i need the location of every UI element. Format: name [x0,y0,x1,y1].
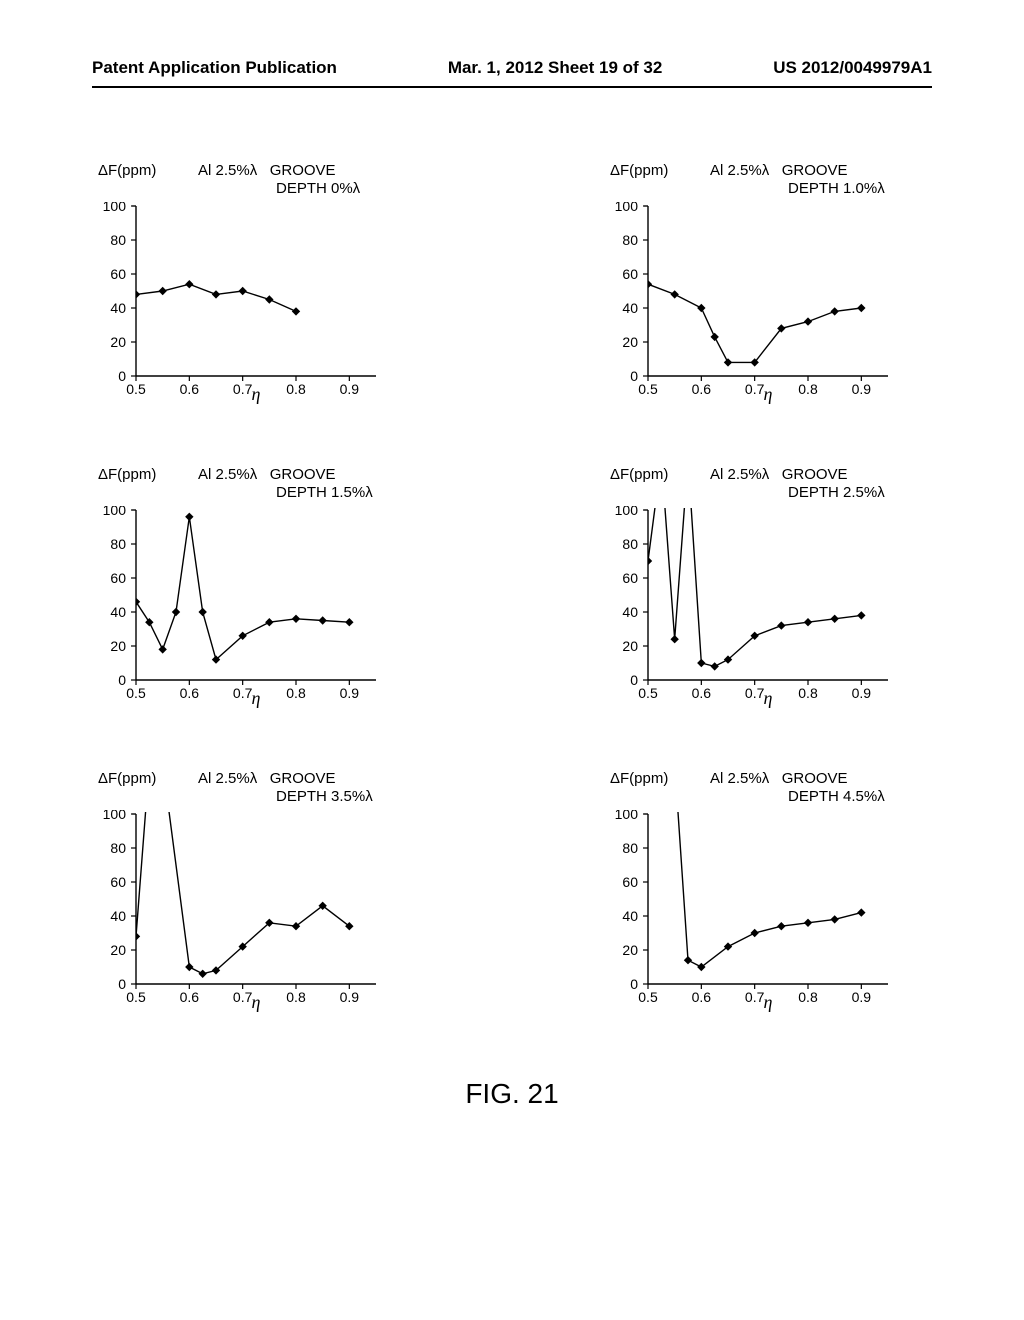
chart-title-line2: DEPTH 2.5%λ [788,484,885,501]
chart-title-line1: Al 2.5%λ GROOVE [198,770,336,787]
x-axis-label: η [648,688,888,709]
chart-panel: ΔF(ppm)Al 2.5%λ GROOVEDEPTH 0%λ020406080… [76,170,436,400]
header-left: Patent Application Publication [92,58,337,78]
chart-title-line1: Al 2.5%λ GROOVE [710,162,848,179]
x-axis-label: η [136,384,376,405]
svg-text:60: 60 [110,570,126,586]
y-axis-label: ΔF(ppm) [98,466,156,483]
chart-panel: ΔF(ppm)Al 2.5%λ GROOVEDEPTH 3.5%λ0204060… [76,778,436,1008]
chart-panel: ΔF(ppm)Al 2.5%λ GROOVEDEPTH 1.5%λ0204060… [76,474,436,704]
y-axis-label: ΔF(ppm) [610,162,668,179]
svg-text:20: 20 [622,334,638,350]
svg-text:0: 0 [630,672,638,688]
svg-text:40: 40 [110,908,126,924]
chart-svg: 0204060801000.50.60.70.80.9 [606,810,894,1008]
chart-svg: 0204060801000.50.60.70.80.9 [94,810,382,1008]
svg-text:100: 100 [615,506,639,518]
svg-text:60: 60 [110,266,126,282]
svg-text:0: 0 [630,368,638,384]
svg-text:40: 40 [622,604,638,620]
svg-text:100: 100 [103,810,127,822]
svg-text:20: 20 [110,638,126,654]
svg-text:80: 80 [110,536,126,552]
svg-text:80: 80 [110,232,126,248]
page-header: Patent Application Publication Mar. 1, 2… [0,58,1024,88]
svg-text:80: 80 [622,840,638,856]
chart-title-line2: DEPTH 1.5%λ [276,484,373,501]
y-axis-label: ΔF(ppm) [610,466,668,483]
chart-title-line1: Al 2.5%λ GROOVE [710,770,848,787]
chart-svg: 0204060801000.50.60.70.80.9 [94,202,382,400]
chart-title-line2: DEPTH 4.5%λ [788,788,885,805]
svg-text:80: 80 [622,536,638,552]
svg-text:60: 60 [622,266,638,282]
svg-text:100: 100 [615,810,639,822]
svg-text:0: 0 [118,672,126,688]
y-axis-label: ΔF(ppm) [98,162,156,179]
x-axis-label: η [136,688,376,709]
x-axis-label: η [136,992,376,1013]
figure-label: FIG. 21 [0,1078,1024,1110]
svg-text:60: 60 [622,570,638,586]
svg-text:60: 60 [110,874,126,890]
svg-text:80: 80 [622,232,638,248]
svg-text:100: 100 [615,202,639,214]
svg-text:60: 60 [622,874,638,890]
charts-grid: ΔF(ppm) Al 2.5%λ GROOVE DEPTH 0%λ 0 20 40 60 80… [0,170,1024,1008]
chart-panel: ΔF(ppm)Al 2.5%λ GROOVEDEPTH 4.5%λ0204060… [588,778,948,1008]
svg-text:40: 40 [622,908,638,924]
svg-text:20: 20 [110,334,126,350]
chart-title-line2: DEPTH 1.0%λ [788,180,885,197]
svg-text:40: 40 [622,300,638,316]
chart-title-line1: Al 2.5%λ GROOVE [710,466,848,483]
svg-text:20: 20 [622,638,638,654]
svg-text:20: 20 [622,942,638,958]
chart-panel: ΔF(ppm)Al 2.5%λ GROOVEDEPTH 1.0%λ0204060… [588,170,948,400]
chart-svg: 0204060801000.50.60.70.80.9 [606,506,894,704]
chart-title-line1: Al 2.5%λ GROOVE [198,162,336,179]
svg-text:20: 20 [110,942,126,958]
x-axis-label: η [648,992,888,1013]
chart-title-line1: Al 2.5%λ GROOVE [198,466,336,483]
svg-text:40: 40 [110,300,126,316]
svg-text:0: 0 [118,976,126,992]
chart-svg: 0204060801000.50.60.70.80.9 [94,506,382,704]
chart-panel: ΔF(ppm)Al 2.5%λ GROOVEDEPTH 2.5%λ0204060… [588,474,948,704]
y-axis-label: ΔF(ppm) [98,770,156,787]
chart-svg: 0204060801000.50.60.70.80.9 [606,202,894,400]
svg-text:40: 40 [110,604,126,620]
svg-text:100: 100 [103,202,127,214]
svg-text:80: 80 [110,840,126,856]
y-axis-label: ΔF(ppm) [610,770,668,787]
x-axis-label: η [648,384,888,405]
header-center: Mar. 1, 2012 Sheet 19 of 32 [448,58,663,78]
svg-text:0: 0 [118,368,126,384]
svg-text:0: 0 [630,976,638,992]
chart-title-line2: DEPTH 0%λ [276,180,360,197]
header-right: US 2012/0049979A1 [773,58,932,78]
svg-text:100: 100 [103,506,127,518]
chart-title-line2: DEPTH 3.5%λ [276,788,373,805]
